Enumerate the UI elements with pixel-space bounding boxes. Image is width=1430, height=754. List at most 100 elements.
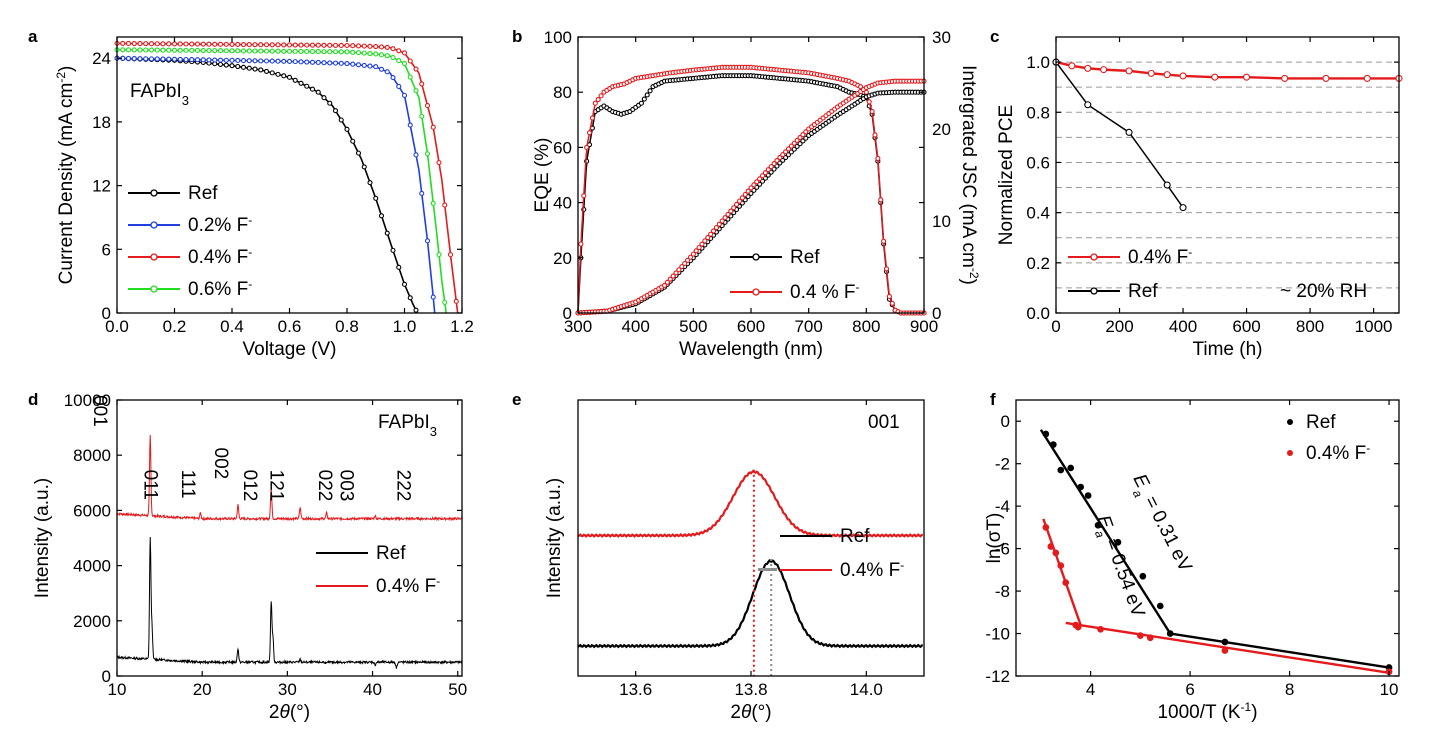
a-y-tick-label: 6: [102, 240, 111, 259]
e-legend-label: 0.4% F-: [840, 558, 904, 581]
jv-marker: [229, 57, 235, 63]
jv-marker: [229, 63, 235, 69]
pce-marker: [1363, 74, 1371, 82]
panel-letter: b: [512, 27, 522, 46]
xrd-pattern: [116, 435, 463, 522]
jv-marker: [327, 60, 333, 66]
jv-marker: [137, 47, 143, 53]
data-point: [1042, 524, 1050, 531]
eqe-marker: [866, 99, 872, 105]
eqe-marker: [780, 152, 786, 158]
jv-marker: [223, 41, 229, 47]
eqe-marker: [754, 179, 760, 185]
eqe-marker: [687, 254, 694, 260]
jv-marker: [269, 58, 275, 64]
jv-marker: [281, 73, 287, 79]
jv-marker: [120, 47, 126, 53]
pce-marker: [1281, 74, 1289, 82]
jv-marker: [332, 49, 339, 55]
jv-marker: [321, 49, 327, 55]
eqe-curve: [577, 91, 924, 314]
jv-marker: [252, 42, 258, 48]
eqe-marker: [858, 84, 864, 90]
f-legend-label: 0.4% F-: [1306, 441, 1370, 464]
peak-label: 012: [239, 470, 260, 502]
text-part: Current Density (mA cm: [56, 83, 77, 285]
eqe-marker: [736, 198, 743, 204]
f-x-tick-label: 6: [1185, 680, 1194, 699]
eqe-marker: [794, 143, 800, 150]
jv-marker: [373, 64, 379, 70]
jv-marker: [413, 66, 419, 72]
jv-marker: [189, 47, 195, 53]
data-point: [1221, 647, 1229, 654]
eqe-marker: [702, 238, 708, 244]
text-part: 0.4% F: [1128, 247, 1188, 268]
jv-marker: [413, 307, 419, 313]
jv-marker: [355, 50, 362, 56]
jv-marker: [212, 57, 218, 63]
jv-marker: [304, 48, 310, 55]
eqe-marker: [734, 201, 740, 207]
pce-marker: [1243, 73, 1251, 81]
d-x-tick-label: 50: [448, 680, 467, 699]
jv-marker: [252, 66, 258, 72]
jv-marker: [206, 48, 212, 54]
f-x-tick-label: 8: [1285, 680, 1294, 699]
a-legend-label: 0.4% F-: [188, 245, 252, 268]
pce-marker: [1147, 69, 1155, 77]
jv-marker: [401, 92, 408, 98]
a-x-tick-label: 0.4: [220, 317, 244, 336]
c-x-tick-label: 1000: [1355, 317, 1393, 336]
b-y2-tick-label: 30: [932, 28, 951, 47]
d-x-tick-label: 10: [108, 680, 127, 699]
eqe-marker: [644, 92, 650, 98]
jv-marker: [298, 42, 304, 48]
jv-marker: [327, 100, 333, 106]
b-y2-axis-label: Intergrated JSC (mA cm-2): [958, 65, 981, 285]
jv-marker: [269, 70, 275, 76]
d-y-tick-label: 2000: [73, 612, 111, 631]
panel-letter: a: [28, 27, 38, 46]
text-part: ): [958, 279, 979, 285]
jv-marker: [160, 41, 166, 47]
peak-label: 001: [89, 395, 110, 427]
eqe-marker: [774, 158, 780, 164]
peak-label: 002: [210, 448, 231, 480]
a-legend-marker: [150, 253, 158, 261]
eqe-marker: [883, 266, 890, 272]
text-part: θ: [280, 702, 291, 723]
text-part: 0.4% F: [840, 560, 900, 581]
eqe-marker: [699, 241, 705, 247]
jv-marker: [125, 40, 132, 47]
jv-marker: [275, 71, 281, 77]
jv-marker: [384, 44, 390, 50]
eqe-marker: [592, 100, 598, 106]
data-point: [1156, 602, 1164, 610]
jv-marker: [424, 103, 431, 109]
panel-letter: c: [990, 27, 999, 46]
eqe-marker: [716, 221, 722, 227]
jv-marker: [143, 56, 149, 62]
b-legend-label: Ref: [790, 247, 820, 268]
peak-label: 011: [139, 470, 160, 500]
eqe-marker: [803, 135, 809, 141]
c-legend-marker: [1090, 253, 1098, 261]
jv-marker: [407, 295, 413, 301]
d-legend-label: 0.4% F-: [376, 574, 440, 597]
c-y-tick-label: 0.0: [1026, 304, 1050, 323]
a-y-tick-label: 18: [92, 113, 111, 132]
jv-marker: [361, 50, 367, 56]
eqe-marker: [578, 241, 584, 247]
eqe-marker: [797, 135, 803, 141]
jv-marker: [137, 56, 143, 62]
b-y-tick-label: 100: [544, 28, 572, 47]
d-x-tick-label: 40: [363, 680, 382, 699]
eqe-marker: [584, 144, 590, 150]
plot-frame: [1015, 399, 1400, 677]
eqe-marker: [667, 276, 673, 282]
jv-marker: [304, 42, 310, 48]
text-part: Intergrated JSC (mA cm: [958, 65, 979, 268]
jv-marker: [430, 294, 436, 300]
jv-marker: [396, 83, 402, 90]
